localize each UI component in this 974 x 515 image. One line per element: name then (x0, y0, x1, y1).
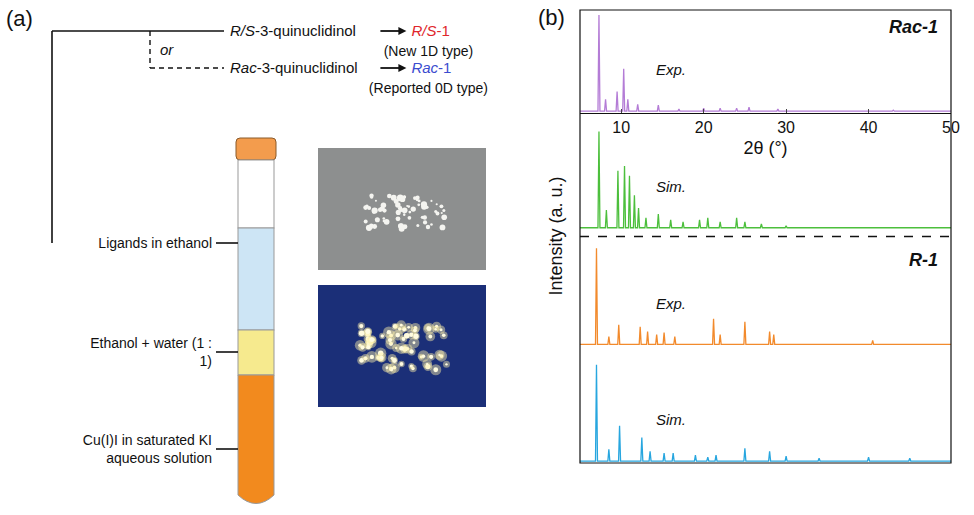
svg-text:Ethanol + water (1 :: Ethanol + water (1 : (90, 335, 212, 351)
svg-text:R/S-3-quinuclidinol: R/S-3-quinuclidinol (230, 22, 356, 39)
svg-text:Ligands in ethanol: Ligands in ethanol (98, 235, 212, 251)
svg-text:Rac-1: Rac-1 (889, 17, 938, 37)
svg-text:1): 1) (200, 353, 212, 369)
svg-text:Exp.: Exp. (656, 61, 686, 78)
svg-text:2θ (°): 2θ (°) (743, 138, 787, 158)
svg-text:Sim.: Sim. (656, 178, 686, 195)
svg-text:R/S-1: R/S-1 (411, 22, 449, 39)
svg-text:(a): (a) (6, 6, 33, 31)
svg-text:40: 40 (860, 119, 878, 136)
svg-text:Cu(I)I in saturated KI: Cu(I)I in saturated KI (83, 432, 212, 448)
svg-text:or: or (160, 41, 174, 58)
svg-text:Intensity (a. u.): Intensity (a. u.) (546, 176, 566, 295)
svg-text:Rac-3-quinuclidinol: Rac-3-quinuclidinol (230, 59, 358, 76)
svg-text:R-1: R-1 (909, 250, 938, 270)
svg-text:10: 10 (612, 119, 630, 136)
svg-text:Rac-1: Rac-1 (411, 59, 451, 76)
svg-text:20: 20 (695, 119, 713, 136)
svg-text:Exp.: Exp. (656, 295, 686, 312)
svg-text:(b): (b) (538, 5, 565, 30)
svg-text:Sim.: Sim. (656, 411, 686, 428)
svg-text:aqueous solution: aqueous solution (106, 450, 212, 466)
svg-text:(Reported 0D type): (Reported 0D type) (369, 80, 488, 96)
svg-text:50: 50 (942, 119, 960, 136)
svg-text:(New 1D type): (New 1D type) (384, 43, 473, 59)
svg-text:30: 30 (777, 119, 795, 136)
